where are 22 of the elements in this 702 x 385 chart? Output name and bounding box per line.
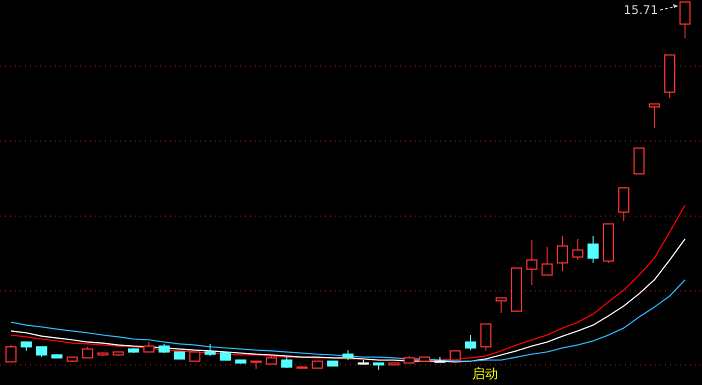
candlestick <box>572 238 584 260</box>
candlestick <box>158 343 170 354</box>
annotation: 启动 <box>472 366 498 382</box>
candlestick <box>542 246 553 276</box>
candlestick <box>648 103 660 128</box>
candlestick <box>496 297 507 314</box>
annotation: 15.71 <box>624 3 658 17</box>
candlestick <box>588 236 599 264</box>
candlestick <box>679 1 691 39</box>
candlestick <box>480 323 492 352</box>
candlestick <box>450 350 461 361</box>
candlestick <box>526 240 538 286</box>
candlestick <box>281 356 292 369</box>
candlestick <box>204 343 216 357</box>
candlestick <box>36 346 48 358</box>
candlestick <box>556 236 568 272</box>
candlestick <box>464 334 476 351</box>
candlestick <box>5 344 17 363</box>
candlestick <box>82 346 94 358</box>
candlestick <box>342 350 354 361</box>
candlestick <box>143 342 154 353</box>
candlestick <box>189 351 200 362</box>
